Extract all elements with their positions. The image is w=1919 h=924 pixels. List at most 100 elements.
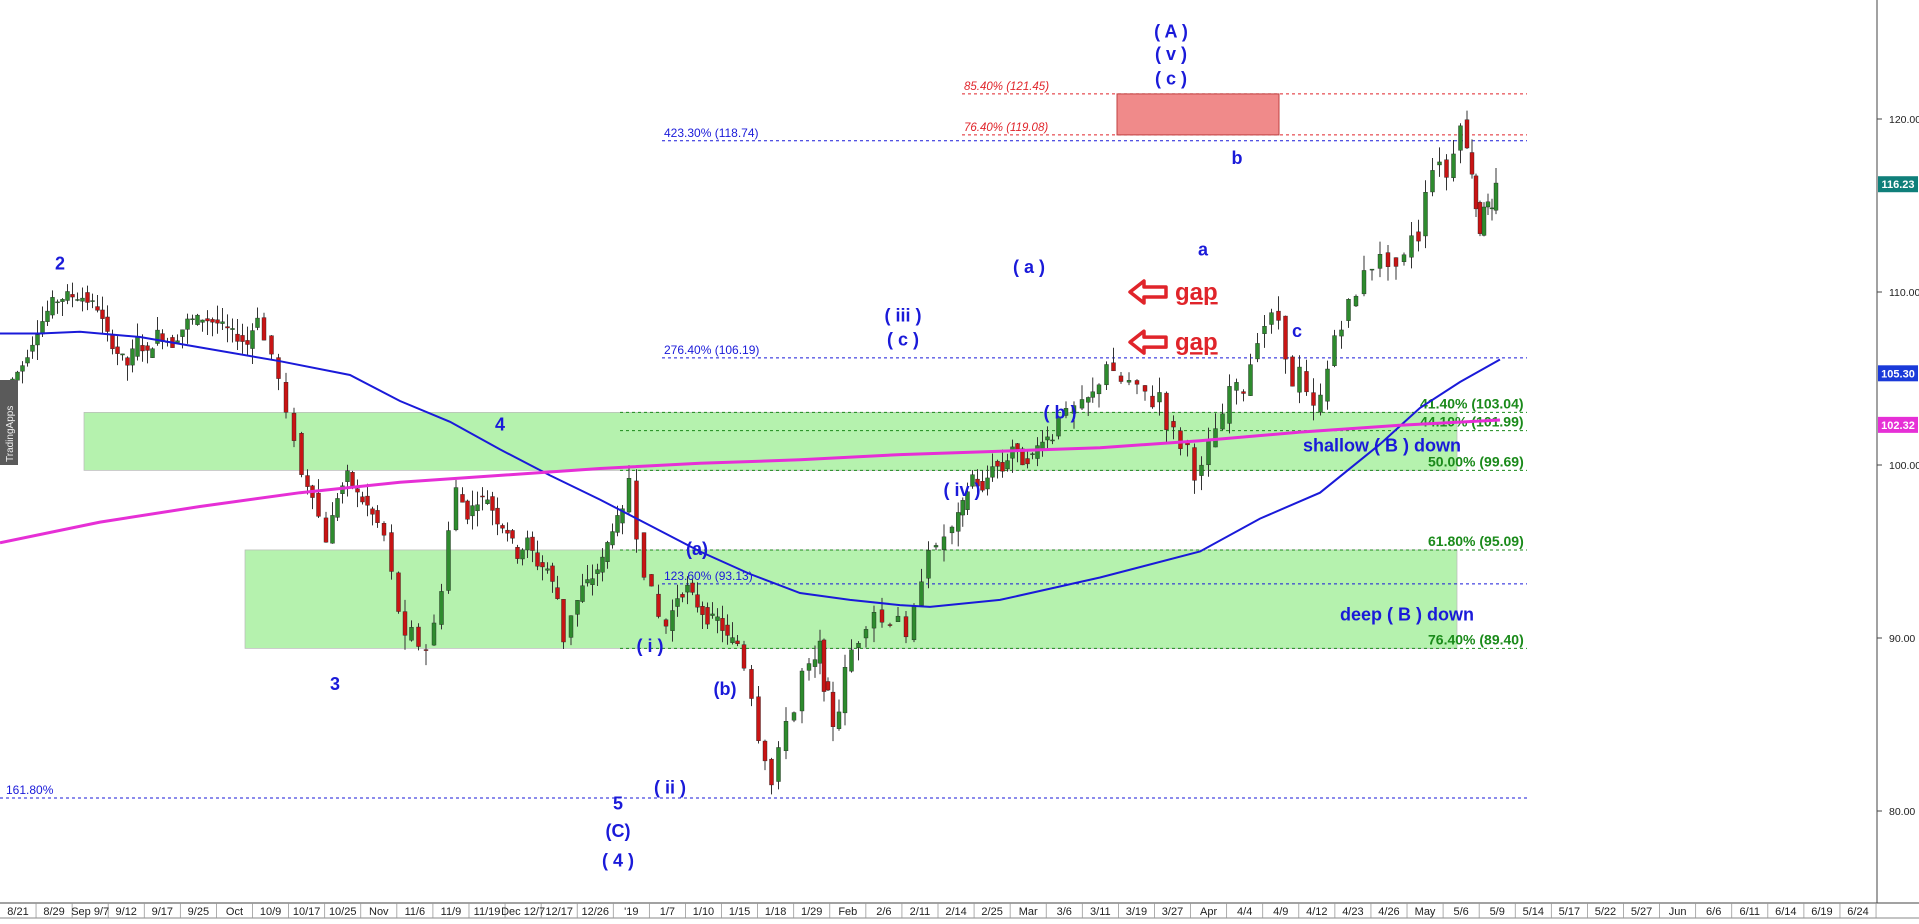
candle-body bbox=[30, 344, 35, 352]
candle-body bbox=[610, 531, 615, 546]
wave-label: ( ii ) bbox=[654, 778, 686, 798]
x-tick-label: 1/10 bbox=[693, 906, 714, 918]
candle-body bbox=[1346, 299, 1351, 321]
candle-body bbox=[261, 317, 267, 341]
price-badge bbox=[1878, 365, 1918, 382]
candle-body bbox=[1234, 382, 1239, 391]
candle-body bbox=[115, 346, 120, 354]
candle-body bbox=[1111, 362, 1116, 372]
candle-body bbox=[150, 348, 155, 358]
x-tick-label: 3/27 bbox=[1162, 906, 1183, 918]
candle-body bbox=[283, 382, 289, 413]
candle-body bbox=[485, 499, 490, 504]
candle-body bbox=[960, 500, 965, 516]
candle-body bbox=[990, 466, 995, 478]
candle-body bbox=[185, 318, 190, 330]
candle-body bbox=[416, 626, 421, 647]
candle-body bbox=[95, 306, 100, 311]
candle-body bbox=[1493, 182, 1499, 211]
candle-body bbox=[1481, 206, 1487, 236]
y-tick-label: 120.00 bbox=[1889, 114, 1919, 126]
gap-label: gap bbox=[1175, 279, 1218, 306]
candle-body bbox=[799, 670, 805, 712]
x-tick-label: Dec 12/7 bbox=[501, 906, 545, 918]
candle-body bbox=[1369, 268, 1375, 271]
candle-body bbox=[1035, 445, 1040, 459]
wave-label: (b) bbox=[714, 679, 737, 699]
candle-body bbox=[903, 616, 909, 638]
x-tick-label: 10/9 bbox=[260, 906, 281, 918]
candle-body bbox=[525, 537, 530, 551]
candle-body bbox=[220, 321, 225, 324]
candle-body bbox=[145, 345, 150, 351]
fib-level-label: 276.40% (106.19) bbox=[664, 343, 759, 357]
x-tick-label: 9/17 bbox=[152, 906, 173, 918]
candle-body bbox=[1178, 430, 1183, 449]
wave-label: ( iii ) bbox=[885, 305, 922, 325]
wave-label: 5 bbox=[613, 793, 623, 813]
candle-body bbox=[1262, 326, 1267, 334]
candle-body bbox=[590, 578, 595, 585]
candle-body bbox=[776, 747, 781, 782]
candle-body bbox=[626, 477, 632, 513]
price-badge-text: 116.23 bbox=[1881, 179, 1914, 191]
x-tick-label: 10/17 bbox=[293, 906, 321, 918]
candle-body bbox=[235, 333, 240, 342]
candle-body bbox=[299, 433, 304, 475]
candle-body bbox=[1213, 428, 1218, 448]
candle-body bbox=[725, 624, 730, 636]
candle-body bbox=[195, 314, 200, 325]
candle-body bbox=[887, 624, 893, 626]
candle-body bbox=[1489, 207, 1495, 210]
candle-body bbox=[1401, 254, 1407, 263]
candle-body bbox=[180, 329, 185, 337]
candle-body bbox=[1473, 175, 1479, 210]
candle-body bbox=[1192, 447, 1197, 481]
candle-body bbox=[1339, 329, 1344, 337]
candle-body bbox=[540, 562, 545, 568]
candle-body bbox=[1040, 441, 1045, 450]
candle-body bbox=[1164, 392, 1169, 430]
candle-body bbox=[510, 530, 515, 539]
candle-body bbox=[75, 299, 80, 301]
candle-body bbox=[926, 550, 931, 579]
price-badges-layer: 116.23 105.30 102.32 bbox=[1878, 176, 1918, 433]
candle-body bbox=[446, 530, 451, 591]
x-tick-label: 6/24 bbox=[1847, 906, 1868, 918]
x-tick-label: 4/4 bbox=[1237, 906, 1252, 918]
candle-body bbox=[350, 472, 355, 487]
candle-body bbox=[856, 643, 861, 648]
x-tick-label: 6/6 bbox=[1706, 906, 1721, 918]
x-tick-label: 5/17 bbox=[1559, 906, 1580, 918]
candle-body bbox=[250, 330, 255, 349]
candle-body bbox=[1430, 170, 1435, 193]
x-tick-label: 1/18 bbox=[765, 906, 786, 918]
candle-body bbox=[1437, 161, 1442, 166]
candle-body bbox=[585, 579, 590, 584]
candle-body bbox=[1086, 397, 1091, 403]
candle-body bbox=[715, 616, 720, 621]
candle-body bbox=[230, 328, 235, 330]
candle-body bbox=[225, 326, 230, 329]
candle-body bbox=[130, 348, 135, 366]
price-badge bbox=[1878, 416, 1918, 433]
candle-body bbox=[215, 319, 220, 324]
candle-body bbox=[1227, 386, 1232, 424]
candle-body bbox=[423, 649, 429, 651]
fib-level-label: 85.40% (121.45) bbox=[964, 81, 1049, 93]
x-tick-label: 5/22 bbox=[1595, 906, 1616, 918]
moving-average-lines-layer bbox=[0, 330, 1501, 608]
candle-body bbox=[480, 495, 485, 498]
candle-body bbox=[1005, 460, 1010, 470]
candle-body bbox=[535, 552, 540, 567]
candle-body bbox=[919, 581, 924, 606]
candle-body bbox=[409, 627, 414, 641]
candle-body bbox=[1290, 356, 1295, 387]
candle-body bbox=[783, 721, 789, 752]
candles-layer bbox=[10, 110, 1499, 795]
candle-body bbox=[1423, 192, 1428, 237]
candle-body bbox=[210, 319, 215, 323]
candle-body bbox=[605, 542, 610, 562]
candle-body bbox=[685, 584, 690, 593]
